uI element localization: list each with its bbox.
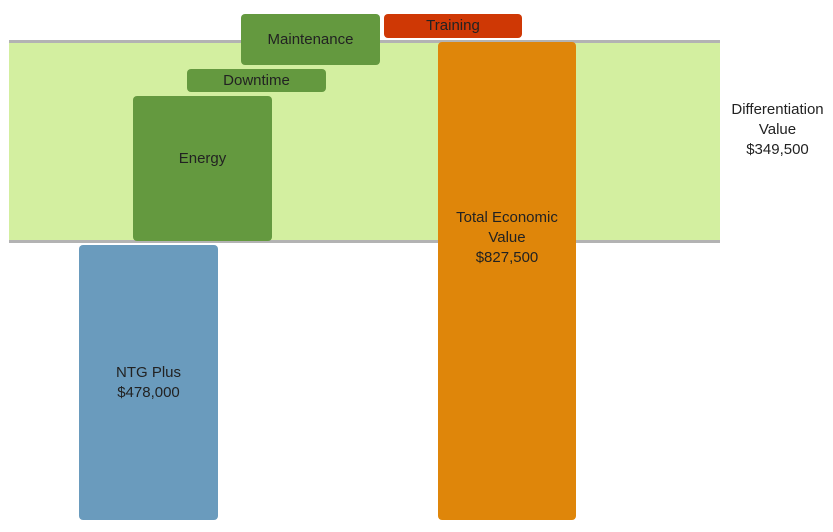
bar-total-label: Total Economic Value $827,500 <box>438 208 576 268</box>
bar-maintenance-name: Maintenance <box>267 30 354 48</box>
bar-maintenance: Maintenance <box>241 14 380 65</box>
differentiation-label-line2: Value <box>758 121 797 138</box>
bar-downtime: Downtime <box>187 69 326 92</box>
bar-ntg-plus-name: NTG Plus <box>115 363 181 381</box>
bar-training-label: Training <box>426 16 480 36</box>
bar-total-name-line1: Total Economic <box>456 209 558 226</box>
bar-energy-label: Energy <box>179 149 227 169</box>
bar-total-name-line2: Value <box>488 229 526 246</box>
bar-total-economic-value: Total Economic Value $827,500 <box>438 42 576 520</box>
differentiation-value-band <box>9 40 720 243</box>
bar-ntg-plus-value: $478,000 <box>117 383 180 401</box>
bar-training-name: Training <box>426 17 480 34</box>
differentiation-label-line1: Differentiation <box>731 101 824 118</box>
bar-downtime-name: Downtime <box>223 71 290 89</box>
bar-total-value: $827,500 <box>475 249 539 266</box>
bar-maintenance-label: Maintenance <box>268 30 354 50</box>
bar-training: Training <box>384 14 522 38</box>
bar-ntg-plus-label: NTG Plus $478,000 <box>116 363 181 403</box>
differentiation-value: $349,500 <box>746 141 809 158</box>
bar-ntg-plus: NTG Plus $478,000 <box>79 245 218 520</box>
bar-energy: Energy <box>133 96 272 241</box>
differentiation-value-label: Differentiation Value $349,500 <box>722 100 833 160</box>
bar-downtime-label: Downtime <box>223 71 290 91</box>
bar-energy-name: Energy <box>178 149 227 167</box>
